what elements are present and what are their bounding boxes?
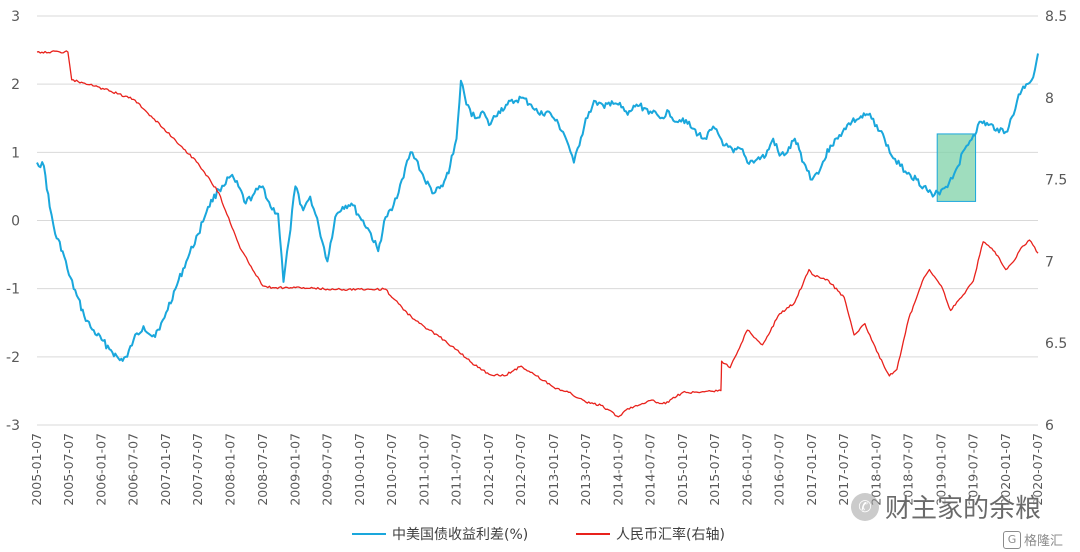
x-tick-label-4: 2007-01-07 — [158, 433, 173, 506]
left-axis-tick-labels: 3 2 1 0 -1 -2 -3 — [6, 9, 20, 434]
x-axis-tick-labels: 2005-01-07 2005-07-07 2006-01-07 2006-07-07… — [29, 433, 1045, 506]
right-axis-tick-labels: 8.5 8 7.5 7 6.5 6 — [1045, 9, 1067, 434]
watermark-text: 财主家的余粮 — [885, 494, 1042, 524]
legend-item-spread: 中美国债收益利差(%) — [352, 524, 528, 544]
x-tick-label-7: 2008-07-07 — [255, 433, 270, 506]
wechat-icon: ✆ — [851, 492, 879, 521]
x-tick-label-27: 2018-07-07 — [901, 433, 916, 506]
source-badge: G 格隆汇 — [1003, 530, 1063, 549]
x-tick-label-20: 2015-01-07 — [675, 433, 690, 506]
left-tick-label-1: 2 — [11, 77, 20, 93]
x-tick-label-16: 2013-01-07 — [546, 433, 561, 506]
x-tick-label-3: 2006-07-07 — [126, 433, 141, 506]
x-tick-label-30: 2020-01-07 — [998, 433, 1013, 506]
x-tick-label-31: 2020-07-07 — [1030, 433, 1045, 506]
x-tick-label-22: 2016-01-07 — [739, 433, 754, 506]
left-tick-label-3: 0 — [11, 214, 20, 230]
x-tick-label-10: 2010-01-07 — [352, 433, 367, 506]
left-tick-label-4: -1 — [6, 282, 20, 298]
series-line-1 — [36, 50, 1039, 418]
gridlines — [37, 15, 1038, 426]
x-tick-label-14: 2012-01-07 — [481, 433, 496, 506]
x-tick-label-28: 2019-01-07 — [933, 433, 948, 506]
right-tick-label-0: 8.5 — [1045, 9, 1067, 25]
legend: 中美国债收益利差(%) 人民币汇率(右轴) — [0, 524, 1080, 548]
left-tick-label-0: 3 — [11, 9, 20, 25]
x-tick-label-18: 2014-01-07 — [610, 433, 625, 506]
x-tick-label-13: 2011-07-07 — [449, 433, 464, 506]
badge-text: 格隆汇 — [1024, 534, 1064, 549]
right-tick-label-5: 6 — [1045, 418, 1054, 434]
legend-label-spread: 中美国债收益利差(%) — [392, 527, 529, 543]
x-tick-label-6: 2008-01-07 — [223, 433, 238, 506]
series-line-0 — [36, 53, 1039, 362]
left-tick-label-6: -3 — [6, 418, 20, 434]
x-tick-label-8: 2009-01-07 — [287, 433, 302, 506]
right-tick-label-4: 6.5 — [1045, 336, 1067, 352]
x-tick-label-17: 2013-07-07 — [578, 433, 593, 506]
legend-swatch-fx — [576, 533, 610, 535]
watermark: ✆ 财主家的余粮 — [851, 488, 1041, 525]
left-tick-label-2: 1 — [11, 145, 20, 161]
right-tick-label-3: 7 — [1045, 254, 1054, 270]
legend-swatch-spread — [352, 532, 386, 536]
x-tick-label-11: 2010-07-07 — [384, 433, 399, 506]
right-tick-label-1: 8 — [1045, 91, 1054, 107]
x-tick-label-19: 2014-07-07 — [642, 433, 657, 506]
x-tick-label-2: 2006-01-07 — [94, 433, 109, 506]
x-tick-label-1: 2005-07-07 — [61, 433, 76, 506]
series-lines — [36, 50, 1039, 418]
x-tick-label-15: 2012-07-07 — [513, 433, 528, 506]
x-tick-label-26: 2018-01-07 — [869, 433, 884, 506]
legend-label-fx: 人民币汇率(右轴) — [616, 527, 725, 543]
gelonghui-logo-icon: G — [1003, 530, 1021, 549]
x-tick-label-0: 2005-01-07 — [29, 433, 44, 506]
x-tick-label-5: 2007-07-07 — [190, 433, 205, 506]
x-tick-label-9: 2009-07-07 — [319, 433, 334, 506]
left-tick-label-5: -2 — [6, 350, 20, 366]
x-tick-label-24: 2017-01-07 — [804, 433, 819, 506]
x-tick-label-21: 2015-07-07 — [707, 433, 722, 506]
legend-item-fx: 人民币汇率(右轴) — [576, 524, 725, 544]
right-tick-label-2: 7.5 — [1045, 173, 1067, 189]
x-tick-label-12: 2011-01-07 — [416, 433, 431, 506]
x-tick-label-29: 2019-07-07 — [965, 433, 980, 506]
x-tick-label-25: 2017-07-07 — [836, 433, 851, 506]
x-tick-label-23: 2016-07-07 — [772, 433, 787, 506]
